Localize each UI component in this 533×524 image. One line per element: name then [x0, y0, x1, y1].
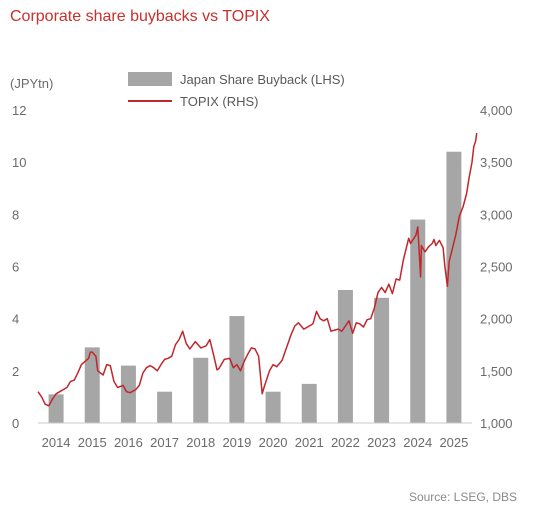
right-tick-label: 4,000: [480, 103, 513, 118]
right-tick-label: 3,500: [480, 155, 513, 170]
x-tick-label: 2020: [259, 435, 288, 450]
left-tick-label: 10: [12, 155, 26, 170]
buyback-bar: [229, 316, 245, 423]
legend-bar-label: Japan Share Buyback (LHS): [180, 72, 345, 87]
buyback-bar: [374, 297, 390, 423]
x-tick-label: 2014: [42, 435, 71, 450]
left-tick-label: 4: [12, 312, 19, 327]
right-tick-label: 1,000: [480, 416, 513, 431]
left-axis: 0 2 4 6 8 10 12: [12, 103, 26, 431]
x-tick-label: 2015: [78, 435, 107, 450]
bar-series: [48, 151, 462, 423]
left-tick-label: 8: [12, 207, 19, 222]
x-tick-label: 2022: [331, 435, 360, 450]
left-tick-label: 2: [12, 364, 19, 379]
left-tick-label: 12: [12, 103, 26, 118]
buyback-bar: [193, 357, 209, 423]
buyback-bar: [48, 394, 64, 423]
x-axis: 2014 2015 2016 2017 2018 2019 2020 2021 2022 2023…: [42, 435, 469, 450]
x-tick-label: 2025: [439, 435, 468, 450]
legend-bar-swatch: [128, 72, 172, 86]
buyback-bar: [301, 383, 317, 423]
buyback-bar: [337, 289, 353, 423]
right-tick-label: 2,000: [480, 312, 513, 327]
left-axis-unit: (JPYtn): [10, 76, 53, 91]
x-tick-label: 2021: [295, 435, 324, 450]
right-axis: 1,000 1,500 2,000 2,500 3,000 3,500 4,000: [480, 103, 513, 431]
buyback-bar: [446, 151, 462, 423]
topix-line: [37, 132, 478, 407]
legend-line-label: TOPIX (RHS): [180, 94, 259, 109]
left-tick-label: 0: [12, 416, 19, 431]
right-tick-label: 3,000: [480, 207, 513, 222]
right-tick-label: 2,500: [480, 260, 513, 275]
buyback-bar: [157, 391, 173, 423]
buyback-bar: [120, 365, 136, 423]
source-note: Source: LSEG, DBS: [408, 490, 517, 504]
x-tick-label: 2023: [367, 435, 396, 450]
x-tick-label: 2018: [186, 435, 215, 450]
x-tick-label: 2024: [403, 435, 432, 450]
x-tick-label: 2017: [150, 435, 179, 450]
legend: Japan Share Buyback (LHS) TOPIX (RHS): [128, 72, 345, 109]
x-tick-label: 2019: [222, 435, 251, 450]
left-tick-label: 6: [12, 260, 19, 275]
buyback-bar: [410, 219, 426, 423]
chart-title: Corporate share buybacks vs TOPIX: [10, 8, 270, 25]
right-tick-label: 1,500: [480, 364, 513, 379]
buyback-bar: [265, 391, 281, 423]
x-tick-label: 2016: [114, 435, 143, 450]
buyback-bar: [84, 347, 100, 423]
